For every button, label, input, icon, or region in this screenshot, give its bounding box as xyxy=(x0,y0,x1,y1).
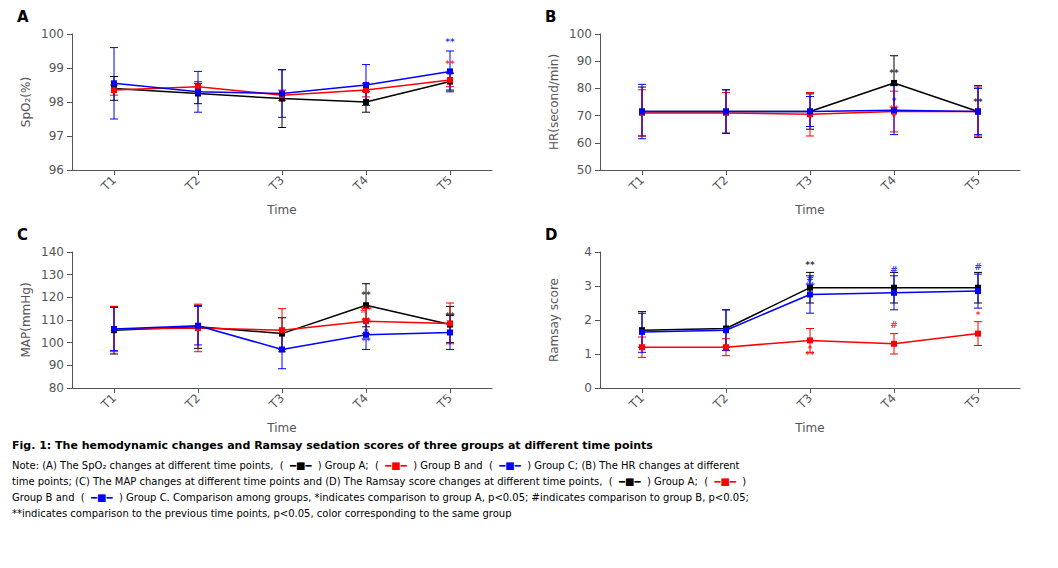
svg-text:3: 3 xyxy=(584,279,592,293)
svg-text:) Group C. Comparison among gr: ) Group C. Comparison among groups, *ind… xyxy=(113,492,749,503)
svg-text:T1: T1 xyxy=(626,391,647,412)
svg-text:#: # xyxy=(890,320,898,330)
svg-text:**indicates comparison to the: **indicates comparison to the previous t… xyxy=(12,508,512,519)
svg-text:100: 100 xyxy=(41,27,64,41)
svg-text:Note: (A) The SpO₂ changes at: Note: (A) The SpO₂ changes at different … xyxy=(12,460,290,471)
svg-text:T2: T2 xyxy=(182,391,203,412)
svg-text:━■━: ━■━ xyxy=(498,460,521,471)
svg-text:Time: Time xyxy=(794,203,824,217)
svg-text:80: 80 xyxy=(577,81,592,95)
svg-text:) Group A; (: ) Group A; ( xyxy=(641,476,715,487)
svg-text:T3: T3 xyxy=(266,173,287,194)
svg-text:100: 100 xyxy=(569,27,592,41)
svg-text:**: ** xyxy=(445,37,455,47)
svg-text:T5: T5 xyxy=(962,173,983,194)
svg-text:Time: Time xyxy=(266,421,296,435)
svg-text:96: 96 xyxy=(49,163,64,177)
svg-text:T2: T2 xyxy=(710,391,731,412)
svg-text:Ramsay score: Ramsay score xyxy=(547,278,561,362)
svg-text:T3: T3 xyxy=(794,391,815,412)
svg-text:): ) xyxy=(736,476,746,487)
svg-text:4: 4 xyxy=(584,245,592,259)
svg-text:time points; (C) The MAP chang: time points; (C) The MAP changes at diff… xyxy=(12,476,619,487)
svg-text:130: 130 xyxy=(41,268,64,282)
svg-text:Time: Time xyxy=(266,203,296,217)
svg-text:T2: T2 xyxy=(710,173,731,194)
svg-text:T3: T3 xyxy=(794,173,815,194)
svg-text:97: 97 xyxy=(49,129,64,143)
svg-text:0: 0 xyxy=(584,381,592,395)
svg-text:Group B and (: Group B and ( xyxy=(12,492,91,503)
svg-text:A: A xyxy=(17,8,29,26)
svg-text:T4: T4 xyxy=(350,173,371,194)
svg-text:B: B xyxy=(545,8,556,26)
svg-text:#: # xyxy=(890,265,898,275)
svg-text:**: ** xyxy=(361,290,371,300)
svg-text:━■━: ━■━ xyxy=(384,460,407,471)
svg-text:T4: T4 xyxy=(878,391,899,412)
svg-text:Fig. 1: The hemodynamic change: Fig. 1: The hemodynamic changes and Rams… xyxy=(12,439,653,452)
svg-text:*: * xyxy=(976,310,981,320)
svg-text:90: 90 xyxy=(577,54,592,68)
svg-text:**: ** xyxy=(445,311,455,321)
svg-text:HR(second/min): HR(second/min) xyxy=(547,54,561,150)
svg-text:T4: T4 xyxy=(878,173,899,194)
svg-text:100: 100 xyxy=(41,336,64,350)
svg-text:T5: T5 xyxy=(962,391,983,412)
svg-text:60: 60 xyxy=(577,136,592,150)
svg-text:Time: Time xyxy=(794,421,824,435)
svg-text:**: ** xyxy=(889,68,899,78)
svg-text:T5: T5 xyxy=(434,391,455,412)
svg-text:#: # xyxy=(974,262,982,272)
svg-text:━■━: ━■━ xyxy=(90,492,113,503)
svg-text:) Group B and (: ) Group B and ( xyxy=(407,460,500,471)
svg-text:90: 90 xyxy=(49,358,64,372)
svg-text:T1: T1 xyxy=(626,173,647,194)
svg-text:T1: T1 xyxy=(98,173,119,194)
svg-text:**: ** xyxy=(361,316,371,326)
svg-text:━■━: ━■━ xyxy=(713,476,736,487)
svg-text:**: ** xyxy=(973,97,983,107)
svg-text:━■━: ━■━ xyxy=(618,476,641,487)
svg-text:T5: T5 xyxy=(434,173,455,194)
svg-text:140: 140 xyxy=(41,245,64,259)
svg-text:80: 80 xyxy=(49,381,64,395)
svg-text:**: ** xyxy=(361,336,371,346)
svg-text:1: 1 xyxy=(584,347,592,361)
svg-text:T1: T1 xyxy=(98,391,119,412)
svg-text:SpO₂(%): SpO₂(%) xyxy=(19,77,33,127)
svg-text:C: C xyxy=(17,226,28,244)
svg-text:2: 2 xyxy=(584,313,592,327)
svg-text:) Group A; (: ) Group A; ( xyxy=(311,460,385,471)
svg-text:70: 70 xyxy=(577,109,592,123)
svg-text:T2: T2 xyxy=(182,173,203,194)
svg-text:T3: T3 xyxy=(266,391,287,412)
svg-text:**: ** xyxy=(805,260,815,270)
svg-text:D: D xyxy=(545,226,557,244)
svg-text:120: 120 xyxy=(41,290,64,304)
svg-text:) Group C; (B) The HR changes: ) Group C; (B) The HR changes at differe… xyxy=(521,460,740,471)
svg-text:**: ** xyxy=(445,59,455,69)
svg-text:T4: T4 xyxy=(350,391,371,412)
svg-text:99: 99 xyxy=(49,61,64,75)
svg-text:**: ** xyxy=(805,350,815,360)
svg-text:50: 50 xyxy=(577,163,592,177)
svg-text:━■━: ━■━ xyxy=(289,460,312,471)
svg-text:#*: #* xyxy=(360,305,373,315)
svg-text:*: * xyxy=(892,112,897,122)
svg-text:110: 110 xyxy=(41,313,64,327)
svg-text:98: 98 xyxy=(49,95,64,109)
svg-text:MAP(mmHg): MAP(mmHg) xyxy=(19,282,33,357)
svg-text:**: ** xyxy=(805,281,815,291)
